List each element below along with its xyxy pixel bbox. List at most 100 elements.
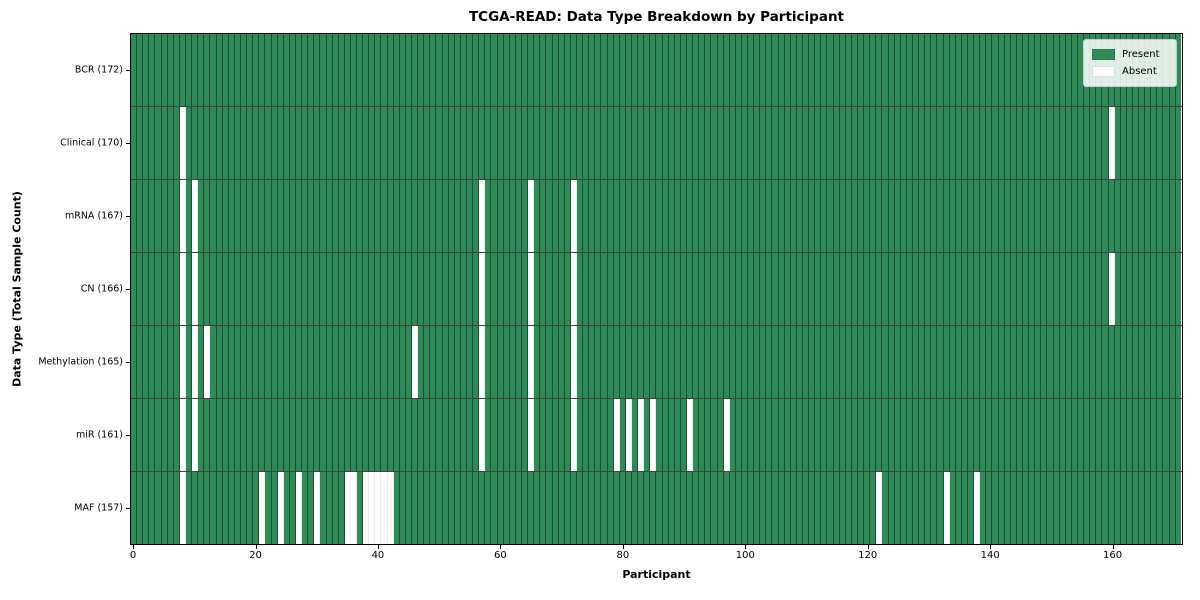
heatmap-cell <box>821 107 828 179</box>
heatmap-cell <box>1041 399 1048 471</box>
heatmap-cell <box>137 472 144 544</box>
heatmap-cell <box>809 34 816 106</box>
heatmap-cell <box>1090 399 1097 471</box>
heatmap-cell <box>986 399 993 471</box>
x-tick-mark <box>745 545 747 549</box>
heatmap-cell <box>967 34 975 106</box>
heatmap-cell <box>198 326 205 398</box>
heatmap-cell <box>247 34 254 106</box>
heatmap-cell <box>253 107 260 179</box>
heatmap-cell <box>1029 253 1036 325</box>
heatmap-cell <box>436 399 443 471</box>
heatmap-cell <box>185 107 193 179</box>
heatmap-cell <box>961 399 968 471</box>
heatmap-cell <box>906 107 913 179</box>
heatmap-cell <box>1022 253 1030 325</box>
heatmap-cell <box>864 34 871 106</box>
heatmap-cell <box>931 472 938 544</box>
heatmap-cell <box>387 472 394 544</box>
heatmap-cell <box>845 399 852 471</box>
heatmap-cell <box>1096 472 1103 544</box>
heatmap-cell <box>344 326 351 398</box>
heatmap-cell <box>137 107 144 179</box>
heatmap-cell <box>1077 253 1085 325</box>
heatmap-cell <box>314 253 321 325</box>
heatmap-cell <box>405 180 413 252</box>
heatmap-cell <box>198 472 205 544</box>
heatmap-cell <box>1108 399 1115 471</box>
heatmap-cell <box>1022 34 1030 106</box>
heatmap-cell <box>185 326 193 398</box>
heatmap-cell <box>735 253 742 325</box>
heatmap-cell <box>350 399 358 471</box>
heatmap-cell <box>913 107 920 179</box>
heatmap-cell <box>723 253 730 325</box>
heatmap-cell <box>668 253 675 325</box>
heatmap-cell <box>540 326 547 398</box>
heatmap-cell <box>179 180 186 252</box>
heatmap-cell <box>271 399 278 471</box>
heatmap-cell <box>179 472 186 544</box>
heatmap-cell <box>558 472 565 544</box>
chart-title: TCGA-READ: Data Type Breakdown by Partic… <box>468 9 845 25</box>
y-tick-mark <box>126 435 130 437</box>
heatmap-cell <box>277 253 284 325</box>
heatmap-cell <box>185 34 193 106</box>
heatmap-cell <box>1077 472 1085 544</box>
heatmap-cell <box>686 399 694 471</box>
heatmap-cell <box>430 180 437 252</box>
heatmap-cell <box>320 326 327 398</box>
heatmap-cell <box>460 34 468 106</box>
heatmap-cell <box>613 34 620 106</box>
heatmap-cell <box>601 253 608 325</box>
heatmap-cell <box>919 180 926 252</box>
heatmap-cell <box>320 180 327 252</box>
heatmap-cell <box>1022 180 1030 252</box>
x-tick-label-40: 40 <box>371 550 385 561</box>
heatmap-cell <box>748 326 755 398</box>
heatmap-cell <box>1059 399 1066 471</box>
heatmap-cell <box>387 180 394 252</box>
heatmap-cell <box>1053 107 1060 179</box>
heatmap-cell <box>625 399 632 471</box>
heatmap-cell <box>467 326 474 398</box>
heatmap-cell <box>882 399 889 471</box>
heatmap-cell <box>534 253 541 325</box>
heatmap-cell <box>491 399 498 471</box>
heatmap-cell <box>497 107 504 179</box>
heatmap-cell <box>338 326 345 398</box>
heatmap-cell <box>992 34 999 106</box>
y-tick-label-BCR: BCR (172) <box>74 64 123 76</box>
heatmap-cell <box>735 399 742 471</box>
heatmap-cell <box>931 107 938 179</box>
heatmap-cell <box>460 180 468 252</box>
heatmap-cell <box>485 399 492 471</box>
heatmap-cell <box>393 472 400 544</box>
heatmap-cell <box>778 180 785 252</box>
heatmap-cell <box>821 326 828 398</box>
heatmap-cell <box>143 107 150 179</box>
heatmap-cell <box>754 180 761 252</box>
heatmap-cell <box>833 180 840 252</box>
heatmap-cell <box>839 399 846 471</box>
heatmap-cell <box>589 34 596 106</box>
heatmap-cell <box>344 399 351 471</box>
heatmap-cell <box>149 180 156 252</box>
heatmap-cell <box>974 472 981 544</box>
heatmap-cell <box>1114 326 1121 398</box>
heatmap-cell <box>308 253 315 325</box>
heatmap-cell <box>906 34 913 106</box>
heatmap-cell <box>974 399 981 471</box>
heatmap-cell <box>546 253 553 325</box>
heatmap-cell <box>1132 180 1140 252</box>
heatmap-cell <box>1163 326 1170 398</box>
heatmap-cell <box>228 180 235 252</box>
heatmap-cell <box>864 326 871 398</box>
heatmap-cell <box>320 399 327 471</box>
heatmap-cell <box>1035 107 1042 179</box>
heatmap-cell <box>992 399 999 471</box>
heatmap-cell <box>155 472 162 544</box>
heatmap-cell <box>228 326 235 398</box>
x-tick-mark <box>500 545 502 549</box>
heatmap-cell <box>686 472 694 544</box>
